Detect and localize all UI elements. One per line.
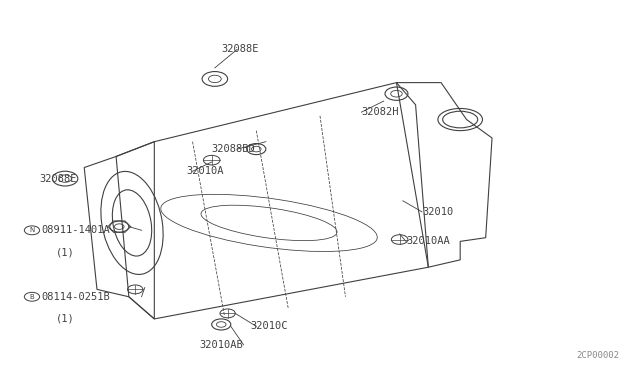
Text: 32088BD: 32088BD bbox=[212, 144, 255, 154]
Text: 32082H: 32082H bbox=[362, 107, 399, 117]
Text: 32010C: 32010C bbox=[250, 321, 287, 331]
Text: 08911-1401A: 08911-1401A bbox=[41, 225, 109, 235]
Text: 32010A: 32010A bbox=[186, 166, 224, 176]
Text: B: B bbox=[29, 294, 35, 300]
Text: N: N bbox=[29, 227, 35, 233]
Text: 2CP00002: 2CP00002 bbox=[577, 350, 620, 359]
Text: 08114-0251B: 08114-0251B bbox=[41, 292, 109, 302]
Text: 32088E: 32088E bbox=[221, 44, 259, 54]
Text: 32010: 32010 bbox=[422, 207, 453, 217]
Text: 32010AA: 32010AA bbox=[406, 236, 450, 246]
Text: (1): (1) bbox=[56, 247, 74, 257]
Text: 32010AB: 32010AB bbox=[199, 340, 243, 350]
Text: (1): (1) bbox=[56, 314, 74, 324]
Text: 32088E: 32088E bbox=[40, 174, 77, 184]
